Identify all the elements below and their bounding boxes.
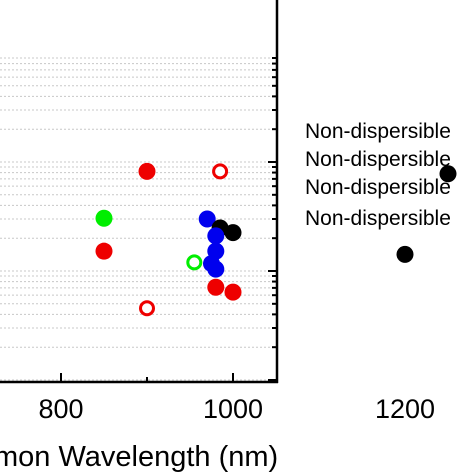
- data-point-black: [396, 245, 414, 263]
- axis-ticks: [60, 56, 277, 382]
- axes: [0, 0, 279, 384]
- legend-label: Non-dispersible: [305, 120, 451, 143]
- data-point-red: [224, 283, 242, 301]
- x-axis-title: mon Wavelength (nm): [0, 441, 278, 473]
- x-tick-label: 1000: [203, 394, 263, 424]
- data-point-blue: [207, 260, 225, 278]
- data-point-red: [95, 242, 113, 260]
- x-tick-label: 1200: [375, 394, 435, 424]
- x-tick-label: 800: [38, 394, 83, 424]
- data-point-blue: [198, 210, 216, 228]
- data-points: [95, 162, 457, 317]
- x-tick-labels: 800 1000 1200: [38, 394, 435, 424]
- data-point-red: [207, 278, 225, 296]
- data-point-black: [224, 224, 242, 242]
- legend-label: Non-dispersible: [305, 207, 451, 230]
- legend-label: Non-dispersible: [305, 148, 451, 171]
- data-point-green: [95, 209, 113, 227]
- minor-gridlines: [0, 57, 277, 381]
- data-point-blue: [207, 227, 225, 245]
- legend-label: Non-dispersible: [305, 176, 451, 199]
- data-point-black: [439, 165, 457, 183]
- data-point-red: [138, 162, 156, 180]
- data-point-green-hollow: [186, 254, 203, 271]
- data-point-red-hollow: [212, 163, 229, 180]
- legend: Non-dispersible Non-dispersible Non-disper…: [305, 120, 451, 230]
- data-point-red-hollow: [139, 300, 155, 317]
